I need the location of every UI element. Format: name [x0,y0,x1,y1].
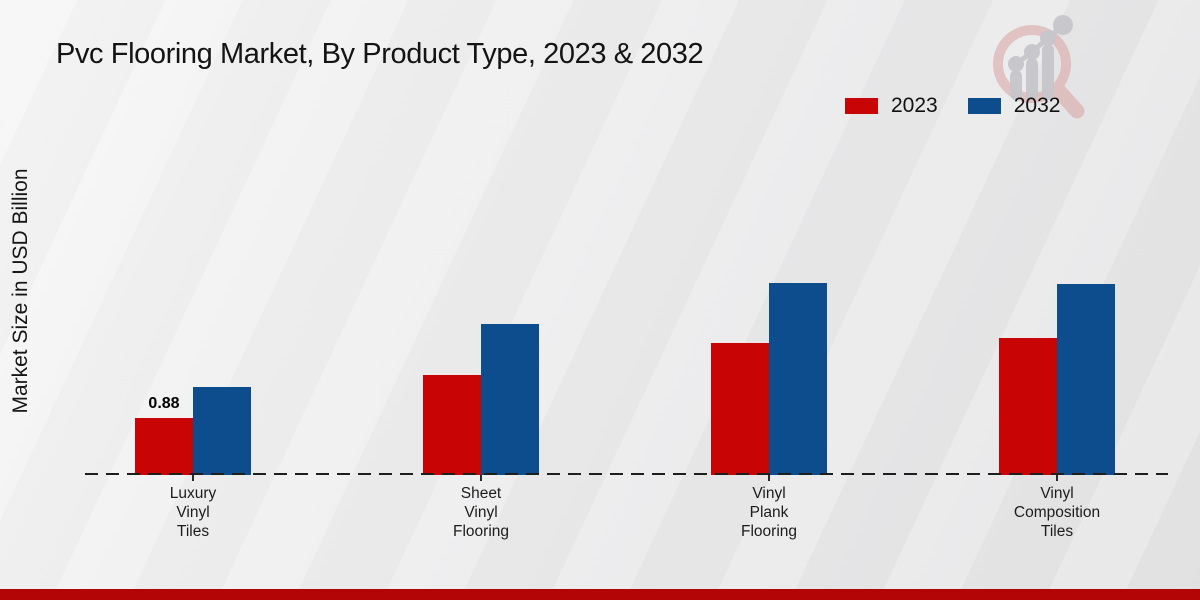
x-axis-tick [1056,475,1058,481]
legend-swatch-2032 [967,98,1001,114]
bar-2032-category-1 [481,324,539,475]
bar-2023-category-3 [999,338,1057,475]
category-label: Vinyl Plank Flooring [741,485,797,540]
legend-label-2032: 2032 [1013,94,1061,117]
legend: 2023 2032 [845,94,1060,118]
bar-value-label: 0.88 [148,395,180,412]
x-axis-tick [192,475,194,481]
category-label: Luxury Vinyl Tiles [169,485,217,540]
legend-item-2032: 2032 [967,94,1061,118]
x-axis-baseline [85,473,1168,475]
bar-2032-category-2 [769,283,827,475]
bar-2032-category-0 [193,387,251,475]
bar-2023-category-2 [711,343,769,475]
bar-2032-category-3 [1057,284,1115,475]
magnifier-bar-chart-logo [993,15,1085,119]
x-axis-tick [768,475,770,481]
legend-swatch-2023 [845,98,878,114]
footer-stripe [0,589,1200,600]
chart-title: Pvc Flooring Market, By Product Type, 20… [56,38,704,70]
legend-label-2023: 2023 [891,94,938,117]
x-axis-tick [480,475,482,481]
category-label: Vinyl Composition Tiles [1013,485,1101,540]
bar-2023-category-1 [423,375,481,475]
legend-item-2023: 2023 [845,94,938,118]
bar-2023-category-0 [135,418,193,475]
category-label: Sheet Vinyl Flooring [453,485,509,540]
